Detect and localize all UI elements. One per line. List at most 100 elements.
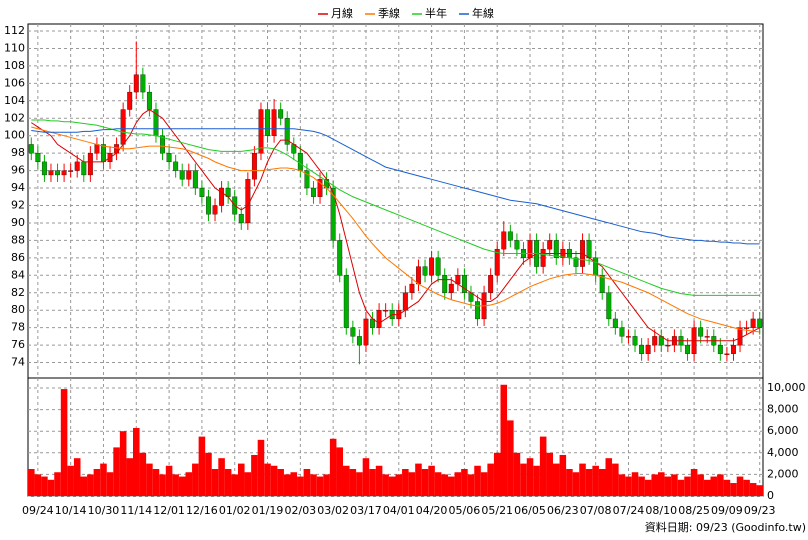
- volume-bar: [605, 458, 613, 496]
- volume-bar: [224, 469, 232, 496]
- volume-bar: [54, 472, 61, 496]
- legend-label: 半年: [425, 6, 447, 20]
- volume-bar: [270, 465, 278, 496]
- volume-bar: [47, 479, 55, 496]
- volume-bar: [34, 474, 42, 496]
- legend-label: 年線: [472, 6, 494, 20]
- x-tick-label: 03/02: [317, 504, 349, 517]
- x-tick-label: 07/24: [613, 504, 645, 517]
- y-tick-label: 98: [11, 146, 25, 159]
- y-tick-label: 90: [11, 216, 25, 229]
- candle-body: [527, 240, 533, 258]
- x-tick-label: 02/03: [284, 504, 316, 517]
- volume-bar: [93, 469, 101, 496]
- y-tick-label: 84: [11, 268, 25, 281]
- y-tick-label: 80: [11, 303, 25, 316]
- volume-bar: [303, 469, 311, 496]
- candle-body: [514, 240, 520, 250]
- candle-body: [179, 170, 185, 180]
- candle-body: [212, 205, 218, 215]
- volume-bar: [539, 436, 547, 496]
- volume-bar: [513, 452, 521, 496]
- volume-bar: [395, 474, 403, 496]
- volume-bar: [625, 476, 632, 496]
- volume-bar: [421, 469, 429, 496]
- candle-body: [81, 161, 87, 176]
- candle-body: [685, 344, 690, 354]
- volume-bar: [526, 458, 534, 496]
- candle-body: [429, 257, 435, 276]
- volume-bar: [290, 472, 298, 496]
- volume-bar: [500, 384, 508, 496]
- volume-bar: [631, 472, 639, 496]
- volume-bar: [664, 476, 672, 496]
- y-tick-label: 110: [4, 41, 25, 54]
- legend-label: 季線: [378, 6, 400, 20]
- candle-body: [619, 327, 625, 337]
- y-tick-label: 78: [11, 321, 25, 334]
- volume-bar: [428, 465, 435, 496]
- volume-bar: [231, 474, 238, 496]
- candle-body: [166, 152, 172, 163]
- volume-bar: [336, 447, 343, 496]
- volume-bar: [113, 447, 120, 496]
- y-tick-label: 8,000: [767, 403, 799, 416]
- legend-label: 月線: [331, 6, 353, 20]
- volume-bar: [152, 469, 160, 496]
- candle-body: [133, 74, 139, 93]
- volume-bar: [448, 476, 455, 496]
- candle-body: [665, 344, 671, 347]
- y-tick-label: 102: [4, 111, 25, 124]
- x-tick-label: 04/01: [383, 504, 415, 517]
- volume-bar: [349, 469, 357, 496]
- volume-bar: [520, 463, 527, 496]
- volume-bar: [658, 472, 665, 496]
- ma-line: [31, 119, 760, 296]
- candle-body: [356, 336, 362, 346]
- volume-bar: [198, 436, 206, 496]
- volume-bar: [717, 474, 724, 496]
- volume-bar: [73, 458, 81, 496]
- candle-body: [219, 187, 225, 206]
- candle-body: [461, 275, 467, 293]
- candle-body: [494, 248, 500, 276]
- volume-bar: [756, 485, 763, 496]
- volume-bar: [87, 474, 94, 496]
- volume-bar: [382, 474, 389, 496]
- volume-bar: [356, 472, 363, 496]
- ma-line: [31, 126, 760, 333]
- x-tick-label: 01/02: [219, 504, 251, 517]
- x-tick-label: 10/30: [88, 504, 120, 517]
- candle-body: [48, 170, 54, 176]
- volume-bar: [60, 389, 68, 496]
- candle-body: [422, 266, 428, 276]
- volume-bar: [316, 476, 324, 496]
- volume-bar: [454, 472, 462, 496]
- candle-body: [41, 161, 47, 176]
- y-tick-label: 100: [4, 129, 25, 142]
- candle-body: [717, 344, 723, 354]
- volume-bar: [165, 465, 173, 496]
- candle-body: [442, 275, 448, 293]
- volume-bar: [559, 454, 567, 496]
- volume-bar: [106, 472, 114, 496]
- candle-body: [376, 310, 382, 328]
- candle-body: [68, 170, 74, 172]
- volume-bar: [264, 463, 271, 496]
- candle-body: [251, 152, 257, 180]
- volume-bar: [743, 479, 750, 496]
- candle-body: [146, 91, 152, 110]
- volume-bar: [651, 474, 658, 496]
- candle-body: [593, 257, 599, 276]
- candle-body: [626, 336, 631, 338]
- candle-body: [28, 144, 34, 154]
- candle-body: [547, 240, 553, 250]
- volume-bar: [244, 472, 252, 496]
- volume-bar: [41, 476, 48, 496]
- volume-bar: [480, 472, 488, 496]
- candle-body: [199, 187, 205, 197]
- candle-body: [606, 292, 612, 320]
- volume-bar: [28, 469, 35, 496]
- candle-body: [475, 301, 480, 320]
